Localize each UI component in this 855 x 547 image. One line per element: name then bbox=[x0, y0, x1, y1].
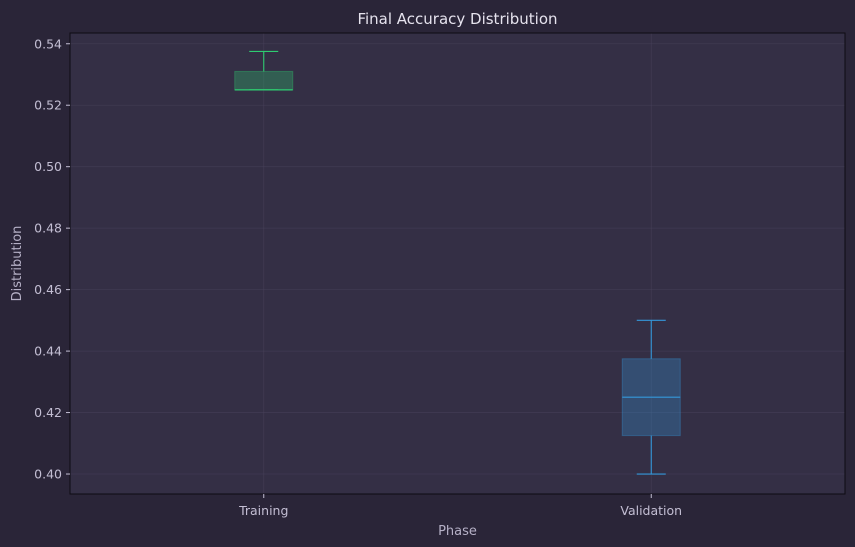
box-training bbox=[234, 50, 294, 91]
boxes bbox=[234, 50, 681, 475]
x-tick-label: Validation bbox=[620, 503, 682, 518]
grid bbox=[70, 33, 845, 494]
y-tick-label: 0.48 bbox=[34, 221, 62, 236]
y-tick-label: 0.50 bbox=[34, 159, 62, 174]
y-tick-label: 0.52 bbox=[34, 98, 62, 113]
chart-title: Final Accuracy Distribution bbox=[357, 10, 557, 28]
y-tick-label: 0.44 bbox=[34, 344, 62, 359]
plot-area bbox=[70, 33, 845, 494]
x-tick-label: Training bbox=[238, 503, 288, 518]
x-axis-label: Phase bbox=[438, 524, 477, 539]
plot-frame bbox=[69, 32, 846, 495]
y-tick-label: 0.54 bbox=[34, 36, 62, 51]
y-tick-label: 0.40 bbox=[34, 467, 62, 482]
y-tick-label: 0.46 bbox=[34, 282, 62, 297]
y-axis-label: Distribution bbox=[10, 226, 25, 302]
iqr-box bbox=[234, 70, 294, 91]
ticks: 0.40 0.42 0.44 0.46 0.48 0.50 0.52 0.54 Training… bbox=[34, 36, 682, 518]
y-tick-label: 0.42 bbox=[34, 405, 62, 420]
box-validation bbox=[621, 319, 681, 475]
